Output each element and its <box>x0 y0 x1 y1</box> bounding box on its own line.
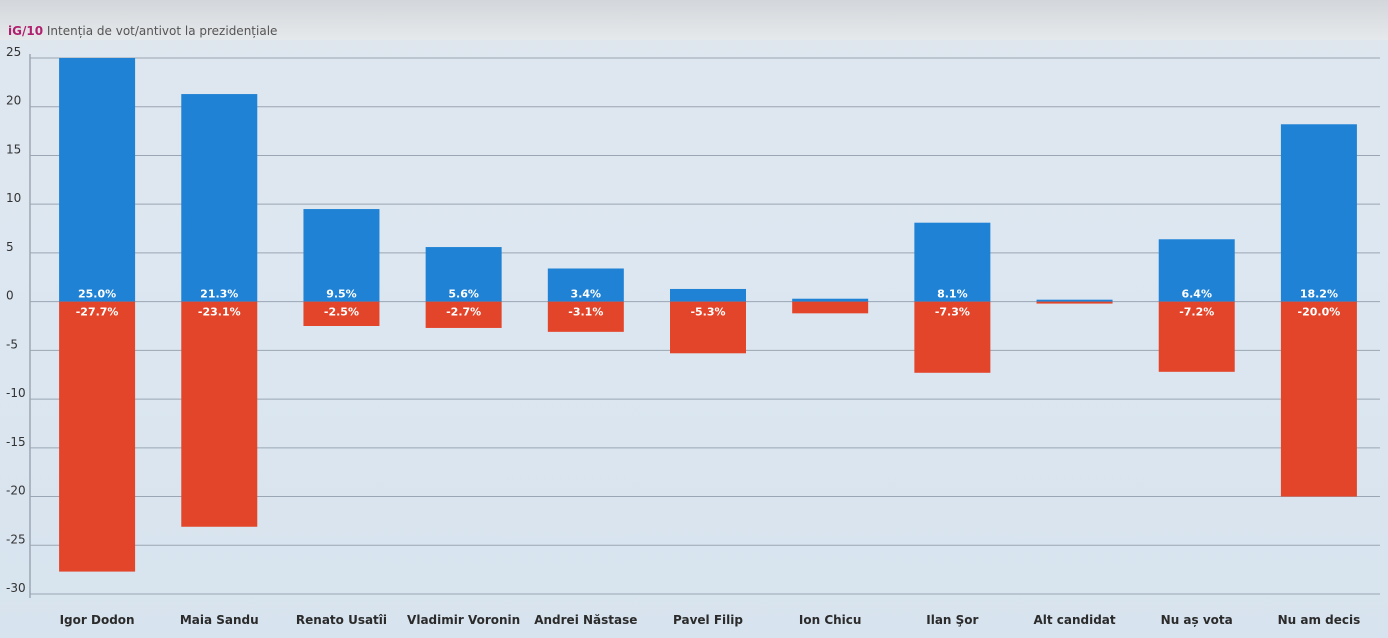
data-label-pro: 5.6% <box>448 288 479 301</box>
data-label-contra: -2.7% <box>446 306 481 319</box>
data-label-contra: -5.3% <box>690 306 725 319</box>
x-category-label: Igor Dodon <box>60 613 135 627</box>
y-tick-label: 0 <box>6 289 14 303</box>
data-label-contra: -20.0% <box>1298 306 1341 319</box>
bar-pro <box>59 58 136 302</box>
bar-pro <box>914 222 991 302</box>
y-tick-label: -15 <box>6 435 26 449</box>
bar-contra <box>792 301 869 314</box>
bar-contra <box>1036 301 1113 304</box>
bar-contra <box>1280 301 1357 497</box>
bar-contra <box>670 301 746 354</box>
x-category-label: Vladimir Voronin <box>407 613 520 627</box>
y-tick-label: 20 <box>6 94 21 108</box>
y-tick-label: 25 <box>6 45 21 59</box>
bar-contra <box>303 301 380 326</box>
x-category-label: Alt candidat <box>1033 613 1115 627</box>
data-label-contra: -23.1% <box>198 306 241 319</box>
y-tick-label: -25 <box>6 532 26 546</box>
x-category-label: Andrei Năstase <box>534 613 637 627</box>
data-label-pro: 25.0% <box>78 288 116 301</box>
bar-contra <box>1158 301 1235 372</box>
header-bar <box>0 0 1388 40</box>
data-label-contra: -27.7% <box>76 306 119 319</box>
y-tick-label: -5 <box>6 337 18 351</box>
bar-pro <box>425 247 502 302</box>
y-tick-label: 15 <box>6 142 21 156</box>
y-tick-label: -20 <box>6 484 26 498</box>
bar-pro <box>670 288 746 302</box>
data-label-pro: 3.4% <box>571 288 602 301</box>
bar-pro <box>1280 124 1357 302</box>
bar-contra <box>59 301 136 572</box>
data-label-pro: 8.1% <box>937 288 968 301</box>
bar-contra <box>914 301 991 373</box>
bar-pro <box>303 209 380 302</box>
bar-pro <box>1036 299 1113 302</box>
x-category-label: Renato Usatîi <box>296 613 387 627</box>
brand-logo-text: iG/10 <box>8 24 44 38</box>
data-label-contra: -3.1% <box>568 306 603 319</box>
y-tick-label: -10 <box>6 386 26 400</box>
chart-header: iG/10 Intenția de vot/antivot la prezide… <box>8 24 277 38</box>
bar-pro <box>547 268 624 302</box>
data-label-pro: 18.2% <box>1300 288 1338 301</box>
data-label-pro: 6.4% <box>1181 288 1212 301</box>
y-tick-label: 10 <box>6 191 21 205</box>
bar-contra <box>425 301 502 328</box>
x-category-label: Nu aș vota <box>1161 613 1233 627</box>
y-tick-label: -30 <box>6 581 26 595</box>
bar-contra <box>181 301 258 527</box>
bar-pro <box>792 298 869 302</box>
bar-pro <box>181 94 258 302</box>
x-category-label: Pavel Filip <box>673 613 743 627</box>
data-label-contra: -7.2% <box>1179 306 1214 319</box>
data-label-pro: 21.3% <box>200 288 238 301</box>
bar-pro <box>1158 239 1235 302</box>
bar-contra <box>547 301 624 332</box>
y-tick-label: 5 <box>6 240 14 254</box>
x-category-label: Ion Chicu <box>799 613 862 627</box>
data-label-pro: 9.5% <box>326 288 357 301</box>
data-label-contra: -7.3% <box>935 306 970 319</box>
x-category-label: Ilan Şor <box>926 613 978 627</box>
data-label-contra: -2.5% <box>324 306 359 319</box>
x-category-label: Maia Sandu <box>180 613 259 627</box>
chart-title: Intenția de vot/antivot la prezidențiale <box>46 24 278 38</box>
x-category-label: Nu am decis <box>1278 613 1361 627</box>
